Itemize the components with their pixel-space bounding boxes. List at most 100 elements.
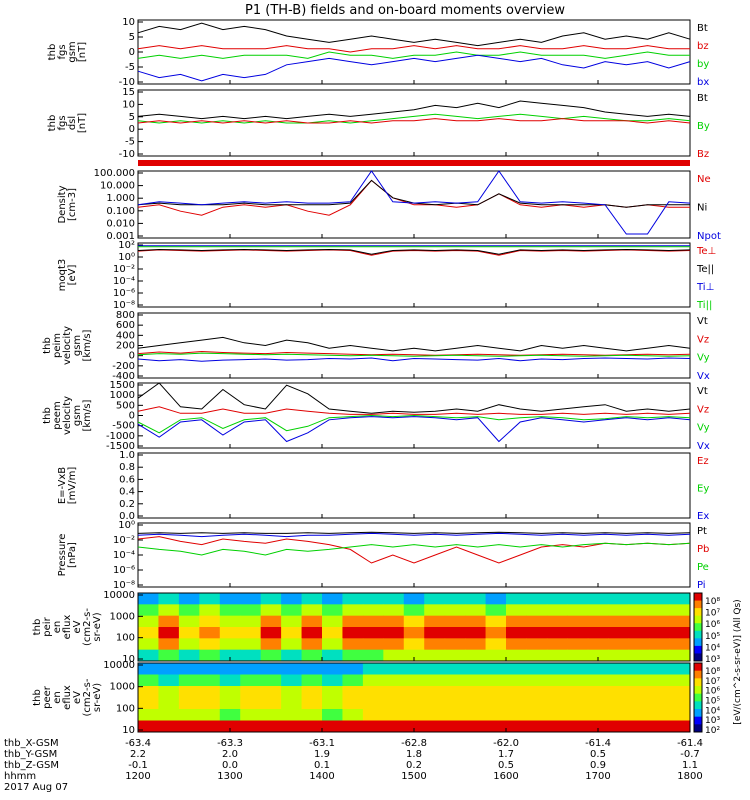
heatmap-cell <box>301 593 323 605</box>
series-line-Vx <box>137 416 691 443</box>
heatmap-cell <box>526 638 548 651</box>
y-tick-label: 10000 <box>103 660 135 671</box>
heatmap-cell <box>199 697 221 710</box>
heatmap-cell <box>669 638 691 651</box>
heatmap-cell <box>281 663 303 675</box>
legend-Vt: Vt <box>697 386 708 397</box>
heatmap-cell <box>465 615 487 628</box>
heatmap-cell <box>301 638 323 651</box>
y-tick-label: -10 <box>119 77 135 88</box>
heatmap-cell <box>444 604 466 617</box>
colorbar-swatch <box>694 693 702 702</box>
colorbar-swatch <box>694 716 702 725</box>
heatmap-cell <box>362 604 384 617</box>
heatmap-cell <box>383 627 405 639</box>
heatmap-cell <box>138 686 159 698</box>
heatmap-cell <box>158 697 180 710</box>
colorbar-swatch <box>694 670 702 679</box>
legend-Ey: Ey <box>697 484 709 495</box>
heatmap-cell <box>342 697 364 710</box>
heatmap-cell <box>465 709 487 721</box>
y-axis-label: gsm <box>72 405 83 426</box>
heatmap-cell <box>260 674 282 687</box>
x-row-value: -61.4 <box>677 738 703 749</box>
heatmap-cell <box>485 709 507 721</box>
series-line-Ne <box>137 179 690 216</box>
heatmap-cell <box>240 649 262 662</box>
y-axis-label: peim <box>52 333 63 358</box>
heatmap-cell <box>485 638 507 651</box>
heatmap-cell <box>669 709 691 721</box>
heatmap-cell <box>281 709 303 721</box>
heatmap-cell <box>403 697 425 710</box>
heatmap-cell <box>649 604 671 617</box>
legend-Bt: Bt <box>697 23 708 34</box>
x-row-value: 1500 <box>401 771 426 782</box>
heatmap-cell <box>342 604 364 617</box>
legend-Ti⊥: Ti⊥ <box>696 282 714 293</box>
heatmap-cell <box>649 663 671 675</box>
heatmap-cell <box>260 649 282 662</box>
heatmap-cell <box>342 627 364 639</box>
heatmap-cell <box>281 593 303 605</box>
heatmap-cell <box>506 686 527 698</box>
y-tick-label: -10 <box>119 149 135 160</box>
heatmap-cell <box>219 638 241 651</box>
x-row-value: 1700 <box>585 771 610 782</box>
heatmap-cell <box>403 593 425 605</box>
heatmap-cell <box>587 709 609 721</box>
heatmap-cell <box>485 663 507 675</box>
x-row-value: 0.1 <box>314 760 330 771</box>
heatmap-cell <box>383 649 405 662</box>
heatmap-cell <box>424 697 446 710</box>
x-row-value: -62.8 <box>401 738 427 749</box>
panel-peir-spectrogram: 10000 1000 100 10 thb peir en eflux eV (cm2-s-sr-… <box>32 590 691 665</box>
heatmap-cell <box>219 663 241 675</box>
heatmap-cell <box>649 709 671 721</box>
heatmap-cell <box>608 649 630 662</box>
heatmap-cell <box>403 720 425 733</box>
heatmap-cell <box>383 697 405 710</box>
y-axis-label: peem <box>52 401 63 429</box>
heatmap-cell <box>281 720 303 733</box>
colorbar-swatch <box>694 653 702 662</box>
heatmap-cell <box>158 638 180 651</box>
heatmap-cell <box>301 697 323 710</box>
heatmap-cell <box>219 697 241 710</box>
heatmap-cell <box>567 697 589 710</box>
heatmap-cell <box>138 638 159 651</box>
panel-frame <box>137 242 691 308</box>
legend-Ex: Ex <box>697 511 709 522</box>
heatmap-cell <box>546 638 568 651</box>
heatmap-cell <box>444 615 466 628</box>
y-axis-label: E=-VxB <box>57 467 68 504</box>
heatmap-cell <box>158 720 180 733</box>
legend-Pt: Pt <box>697 526 707 537</box>
y-tick-label: 10000 <box>103 590 135 601</box>
heatmap-cell <box>178 615 200 628</box>
y-tick-label: -1000 <box>106 431 135 442</box>
heatmap-cell <box>587 615 609 628</box>
series-line-Te|| <box>137 248 691 255</box>
y-axis-label: [eV] <box>67 265 78 286</box>
heatmap-cell <box>567 615 589 628</box>
heatmap-cell <box>362 686 384 698</box>
y-axis-label: [cm-3] <box>67 188 78 221</box>
series-line-Vz <box>137 350 691 356</box>
y-tick-label: 10⁻⁸ <box>113 580 135 591</box>
colorbar-swatch <box>694 645 702 654</box>
heatmap-cell <box>506 627 527 639</box>
legend-Vz: Vz <box>697 334 709 345</box>
y-tick-label: 1000 <box>110 390 135 401</box>
heatmap-cell <box>178 593 200 605</box>
colorbar-swatch <box>694 630 702 639</box>
heatmap-cell <box>526 686 548 698</box>
heatmap-cell <box>526 649 548 662</box>
heatmap-cell <box>322 593 343 605</box>
series-line-Vx <box>137 357 691 362</box>
y-axis-label: thb <box>42 337 53 354</box>
